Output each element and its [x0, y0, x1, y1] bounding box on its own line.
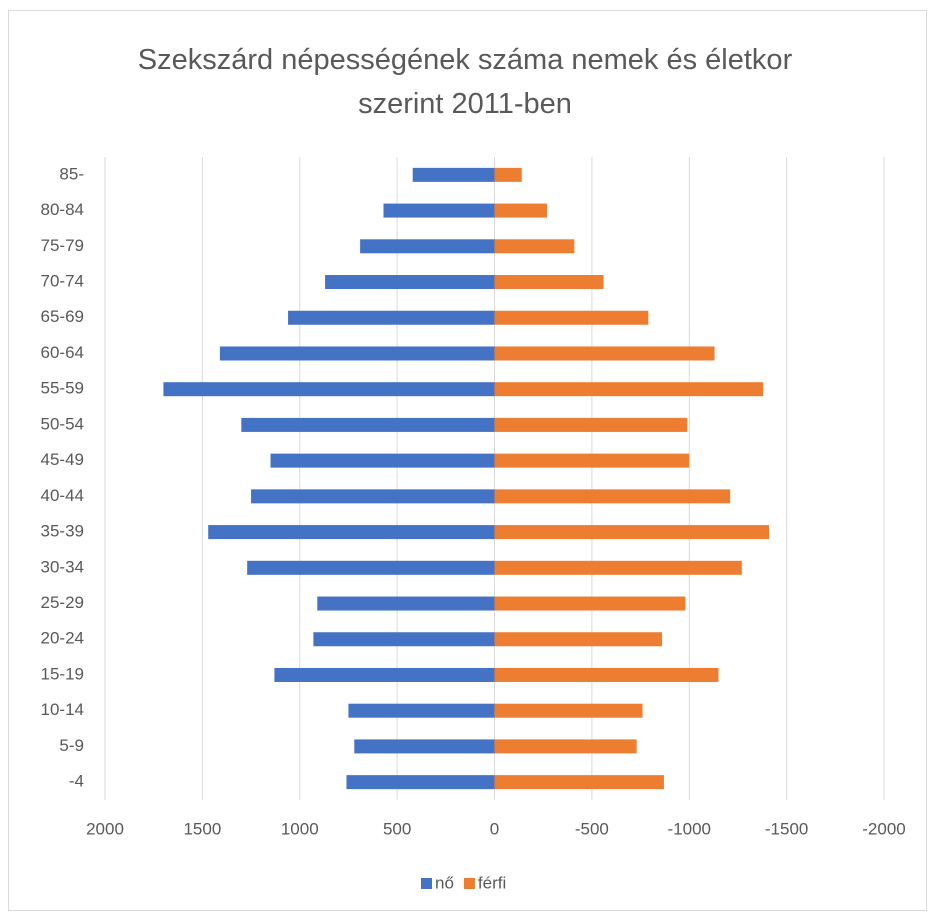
x-tick-label: 500	[383, 819, 411, 838]
bar	[494, 632, 662, 647]
bar	[494, 275, 604, 290]
bar	[494, 489, 731, 504]
bar	[219, 346, 495, 361]
bar	[208, 525, 495, 540]
bar	[274, 667, 495, 682]
bar	[494, 310, 649, 325]
y-tick-label: 30-34	[41, 557, 84, 576]
bar	[412, 167, 495, 182]
legend-swatch	[421, 878, 432, 889]
legend-swatch	[463, 878, 475, 889]
y-tick-label: 15-19	[41, 664, 84, 683]
bar	[494, 453, 690, 468]
y-tick-label: 35-39	[41, 522, 84, 541]
y-tick-label: 5-9	[59, 736, 84, 755]
x-tick-label: -2000	[862, 819, 905, 838]
bar	[313, 632, 495, 647]
y-tick-label: 70-74	[41, 272, 84, 291]
x-tick-label: -1000	[668, 819, 711, 838]
bar	[494, 525, 770, 540]
bar	[494, 739, 637, 754]
y-tick-label: 10-14	[41, 700, 84, 719]
bar	[494, 239, 575, 254]
legend-label: nő	[435, 873, 454, 892]
bar	[270, 453, 495, 468]
bar	[241, 417, 495, 432]
x-tick-label: 0	[490, 819, 499, 838]
x-tick-label: 1000	[281, 819, 319, 838]
bar	[354, 739, 495, 754]
y-tick-label: 65-69	[41, 307, 84, 326]
bar	[494, 560, 742, 575]
bar	[494, 417, 688, 432]
bar	[383, 203, 495, 218]
bar	[317, 596, 495, 611]
y-tick-label: -4	[69, 772, 84, 791]
y-tick-label: 25-29	[41, 593, 84, 612]
y-tick-label: 20-24	[41, 629, 84, 648]
bar	[325, 275, 495, 290]
chart-title: Szekszárd népességének száma nemek és él…	[137, 44, 793, 120]
x-tick-label: -1500	[765, 819, 808, 838]
y-tick-label: 80-84	[41, 200, 84, 219]
bar	[494, 596, 686, 611]
bar	[348, 703, 495, 718]
bar	[346, 775, 495, 790]
bar	[494, 203, 548, 218]
bar	[494, 382, 764, 397]
bar	[360, 239, 495, 254]
x-tick-label: 1500	[183, 819, 221, 838]
bar	[494, 775, 664, 790]
legend-label: férfi	[478, 873, 506, 892]
bar	[251, 489, 495, 504]
bar	[494, 346, 715, 361]
bar	[494, 703, 643, 718]
y-tick-label: 85-	[59, 164, 84, 183]
y-tick-label: 45-49	[41, 450, 84, 469]
bar	[288, 310, 495, 325]
y-tick-label: 55-59	[41, 379, 84, 398]
y-tick-label: 40-44	[41, 486, 84, 505]
bar	[163, 382, 495, 397]
y-tick-label: 60-64	[41, 343, 84, 362]
y-tick-label: 50-54	[41, 414, 84, 433]
bar	[247, 560, 495, 575]
bar	[494, 667, 719, 682]
x-tick-label: -500	[575, 819, 609, 838]
y-tick-label: 75-79	[41, 236, 84, 255]
x-tick-label: 2000	[86, 819, 124, 838]
bar	[494, 167, 522, 182]
